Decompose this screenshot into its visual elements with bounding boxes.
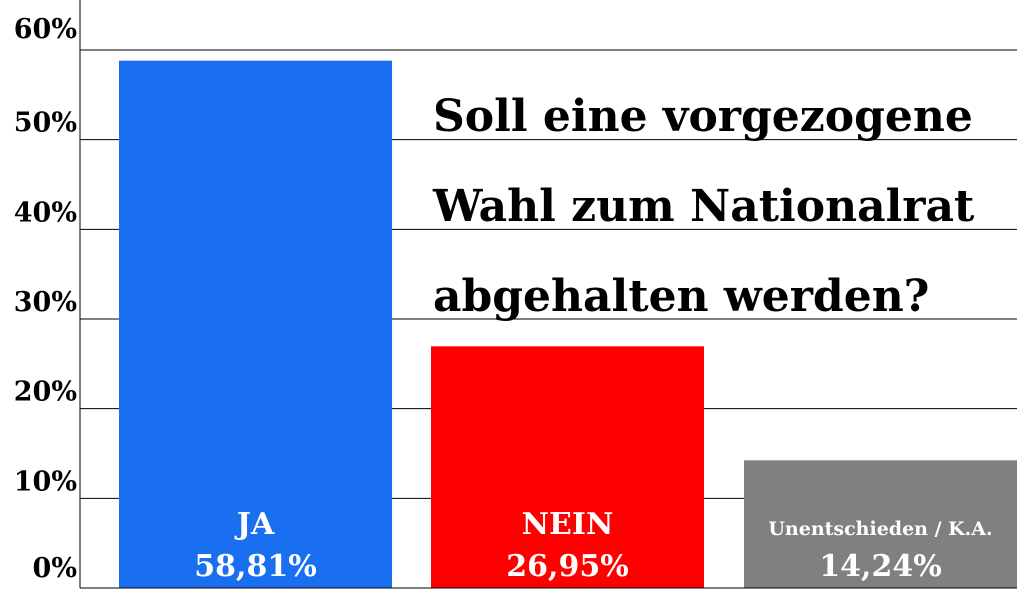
value-label-1: 26,95% [506, 549, 628, 584]
value-label-2: 14,24% [819, 549, 941, 584]
bar-2 [744, 460, 1017, 588]
ytick-label-0: 0% [33, 553, 77, 584]
title-line-3: abgehalten werden? [433, 271, 930, 322]
bar-0 [119, 60, 392, 588]
bar-1 [431, 346, 704, 588]
category-label-2: Unentschieden / K.A. [768, 518, 992, 540]
ytick-label-60: 60% [14, 14, 77, 45]
value-label-0: 58,81% [194, 549, 316, 584]
chart-title: Soll eine vorgezogene Wahl zum Nationalr… [433, 72, 1013, 342]
title-line-1: Soll eine vorgezogene [433, 91, 973, 142]
ytick-label-40: 40% [14, 197, 77, 228]
ytick-label-30: 30% [14, 287, 77, 318]
ytick-label-10: 10% [14, 466, 77, 497]
category-label-1: NEIN [522, 507, 614, 542]
category-label-0: JA [234, 507, 275, 542]
title-line-2: Wahl zum Nationalrat [433, 181, 975, 232]
ytick-label-50: 50% [14, 108, 77, 139]
ytick-label-20: 20% [14, 377, 77, 408]
